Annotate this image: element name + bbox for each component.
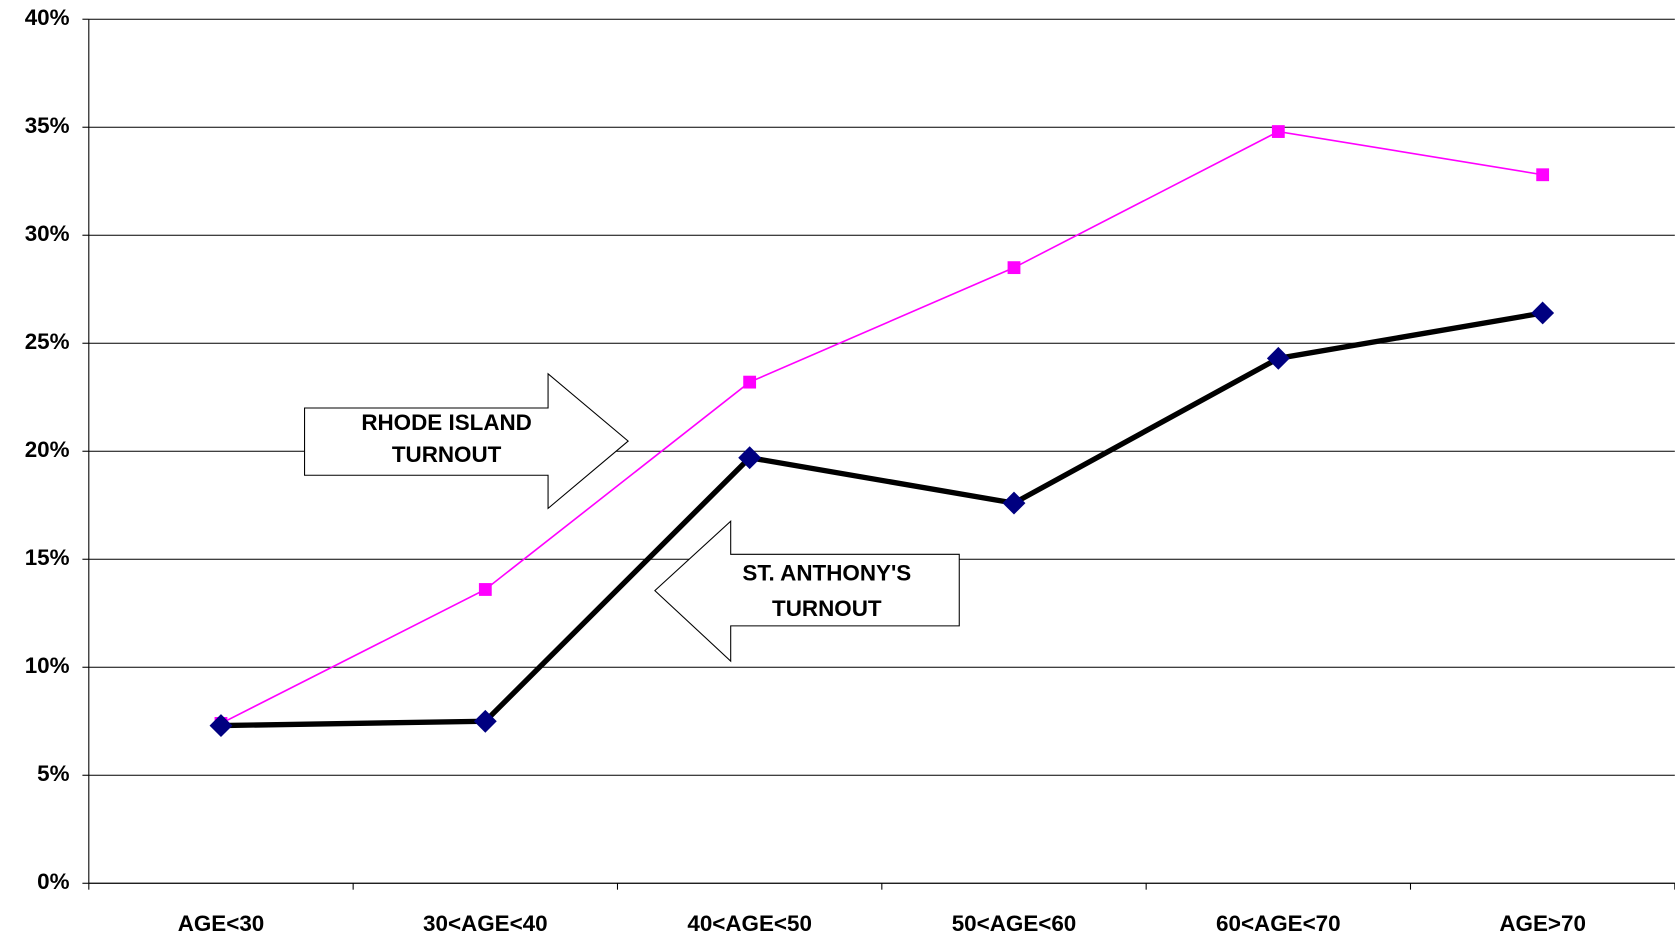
y-tick-label: 5% <box>37 761 69 786</box>
y-tick-label: 15% <box>25 545 70 570</box>
x-tick-label: AGE<30 <box>178 911 265 936</box>
x-tick-label: 50<AGE<60 <box>952 911 1077 936</box>
point <box>738 446 762 470</box>
point <box>1266 346 1290 370</box>
series-line <box>220 130 1543 725</box>
annotation: ST. ANTHONY'S <box>742 561 911 586</box>
point <box>743 375 757 389</box>
series-line <box>220 310 1544 729</box>
point <box>473 709 497 733</box>
x-tick-label: 60<AGE<70 <box>1216 911 1341 936</box>
x-tick-label: 30<AGE<40 <box>423 911 548 936</box>
x-tick-label: 40<AGE<50 <box>687 911 812 936</box>
point <box>1007 261 1021 275</box>
point <box>209 714 233 738</box>
point <box>1536 168 1550 182</box>
point <box>1271 125 1285 138</box>
arrow-left <box>654 519 960 663</box>
x-tick-label: AGE>70 <box>1499 911 1586 936</box>
annotation: RHODE ISLAND <box>361 410 532 435</box>
plot <box>209 125 1555 738</box>
axes: 0% 5% 10% 15% 20% 25% 30% 35% 40% AGE<30 30<AGE<40… <box>25 5 1675 936</box>
y-tick-label: 30% <box>25 221 70 246</box>
y-tick-label: 40% <box>25 5 70 30</box>
y-tick-label: 35% <box>25 113 70 138</box>
annotation: TURNOUT <box>772 596 882 621</box>
y-tick-label: 20% <box>25 437 70 462</box>
arrow-right <box>304 372 629 510</box>
y-tick-label: 10% <box>25 653 70 678</box>
y-tick-label: 0% <box>37 869 69 894</box>
annotation: TURNOUT <box>392 442 502 467</box>
annotations: RHODE ISLAND TURNOUT ST. ANTHONY'S TURNO… <box>304 372 960 663</box>
point <box>1002 491 1026 515</box>
point <box>478 583 492 596</box>
point <box>1531 301 1555 325</box>
y-tick-label: 25% <box>25 329 70 354</box>
